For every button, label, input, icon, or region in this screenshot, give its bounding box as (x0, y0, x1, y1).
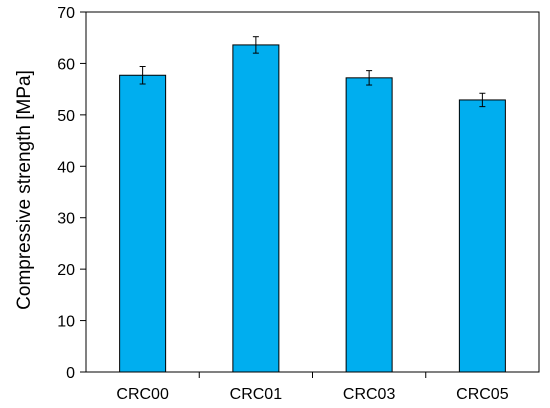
y-tick-label: 70 (57, 5, 75, 22)
y-tick-label: 40 (57, 159, 75, 176)
y-tick-label: 0 (66, 365, 75, 382)
y-tick-label: 10 (57, 314, 75, 331)
x-tick-label: CRC05 (456, 386, 509, 403)
bar (119, 74, 167, 373)
x-tick-label: CRC01 (230, 386, 283, 403)
y-tick-label: 20 (57, 262, 75, 279)
y-tick-label: 30 (57, 211, 75, 228)
x-tick-label: CRC00 (116, 386, 169, 403)
y-tick-label: 60 (57, 56, 75, 73)
y-tick-label: 50 (57, 108, 75, 125)
bar (345, 77, 393, 373)
x-tick-label: CRC03 (343, 386, 396, 403)
bar (232, 44, 280, 373)
bar (458, 99, 506, 373)
y-axis-title: Compressive strength [MPa] (14, 70, 35, 310)
plot-area: 0 10 20 30 40 50 60 70 CRC00 CRC01 CRC03 CRC05 (57, 5, 540, 403)
